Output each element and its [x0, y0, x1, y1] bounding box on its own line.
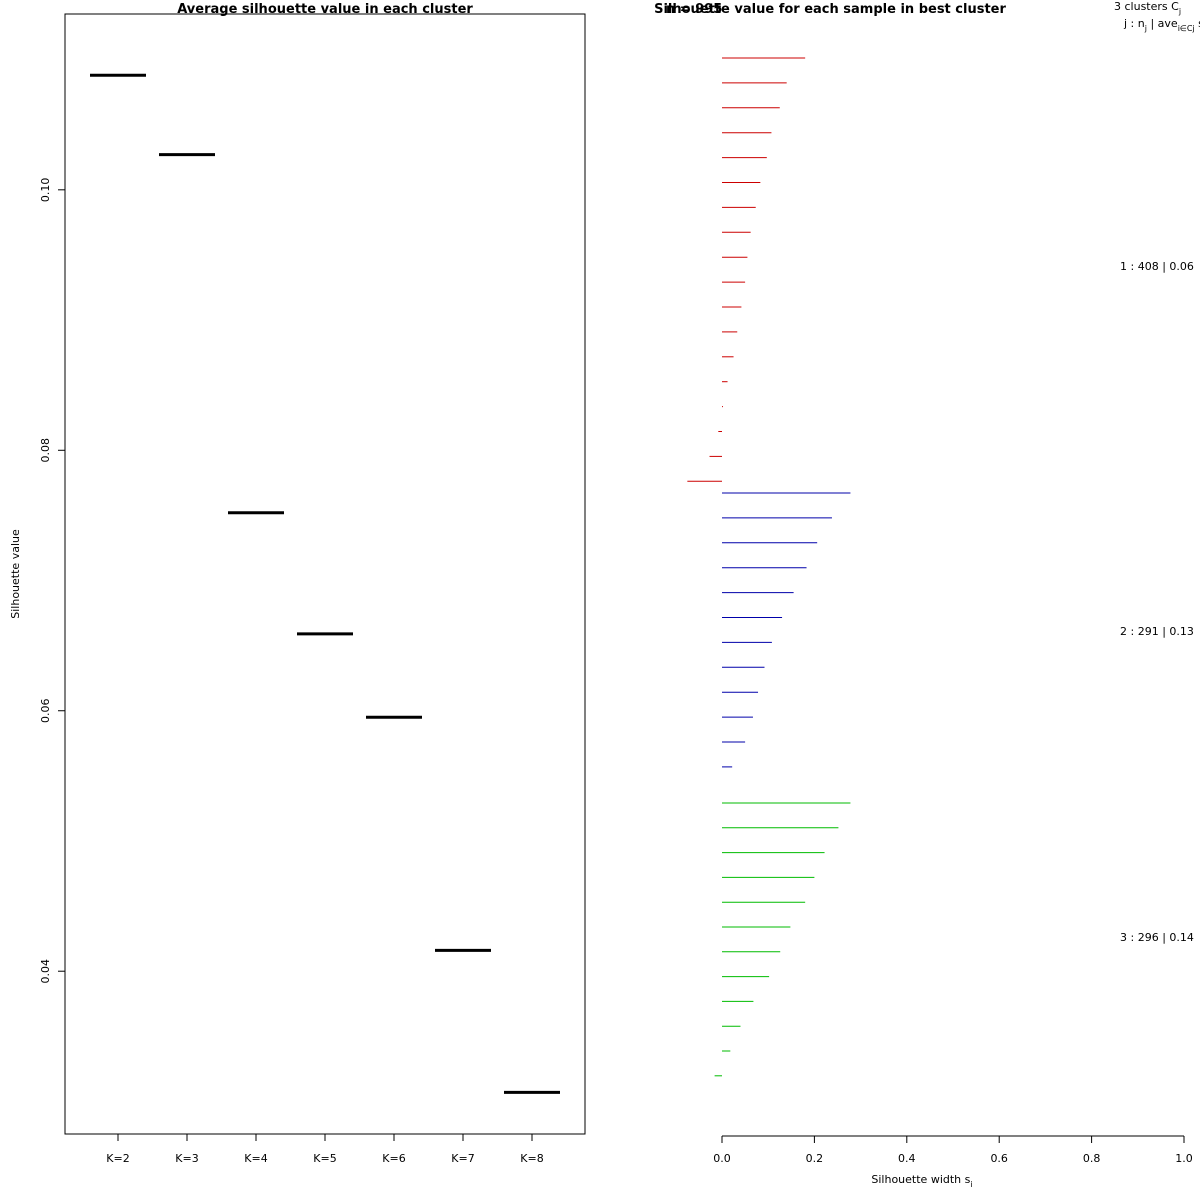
- right-title: Silhouette value for each sample in best…: [654, 2, 1006, 17]
- left-x-tick-label: K=5: [313, 1152, 336, 1165]
- left-y-tick-label: 0.08: [39, 438, 52, 463]
- left-title: Average silhouette value in each cluster: [177, 2, 473, 17]
- left-y-tick-label: 0.06: [39, 698, 52, 723]
- right-x-tick-label: 0.0: [713, 1152, 731, 1165]
- left-plot-frame: [64, 13, 586, 1135]
- left-y-label: Silhouette value: [9, 529, 22, 619]
- cluster-2-label: 2 : 291 | 0.13: [1120, 625, 1194, 638]
- left-x-tick-label: K=8: [520, 1152, 543, 1165]
- left-y-axis: 0.04 0.06 0.08 0.10: [39, 178, 65, 984]
- cluster-2-bars: [722, 492, 851, 768]
- cluster-1-bars: [687, 57, 806, 482]
- left-x-tick-label: K=2: [106, 1152, 129, 1165]
- left-y-tick-label: 0.04: [39, 959, 52, 984]
- left-x-tick-label: K=7: [451, 1152, 474, 1165]
- right-x-tick-label: 0.8: [1083, 1152, 1101, 1165]
- right-title-overlap: n = 995: [666, 2, 722, 17]
- right-x-label: Silhouette width si: [871, 1173, 972, 1189]
- left-x-tick-label: K=4: [244, 1152, 267, 1165]
- cluster-3-label: 3 : 296 | 0.14: [1120, 931, 1194, 944]
- left-panel: Average silhouette value in each cluster…: [9, 2, 586, 1165]
- right-x-tick-label: 0.4: [898, 1152, 916, 1165]
- header-line1: 3 clusters Cj: [1114, 0, 1181, 16]
- cluster-1-label: 1 : 408 | 0.06: [1120, 260, 1194, 273]
- cluster-header: 3 clusters Cj j : nj | avei∈Cj s: [1114, 0, 1200, 33]
- left-marks: [90, 73, 560, 1094]
- right-x-axis: 0.0 0.2 0.4 0.6 0.8 1.0: [713, 1135, 1193, 1165]
- right-x-tick-label: 1.0: [1175, 1152, 1193, 1165]
- left-x-tick-label: K=6: [382, 1152, 405, 1165]
- right-x-tick-label: 0.2: [806, 1152, 824, 1165]
- header-line2: j : nj | avei∈Cj s: [1123, 17, 1200, 33]
- right-x-tick-label: 0.6: [990, 1152, 1008, 1165]
- silhouette-bars: [687, 57, 851, 1077]
- left-x-tick-label: K=3: [175, 1152, 198, 1165]
- left-y-tick-label: 0.10: [39, 178, 52, 203]
- left-x-axis: K=2 K=3 K=4 K=5 K=6 K=7 K=8: [106, 1134, 544, 1165]
- cluster-3-bars: [714, 802, 851, 1077]
- right-panel: n = 995 Silhouette value for each sample…: [654, 0, 1200, 1189]
